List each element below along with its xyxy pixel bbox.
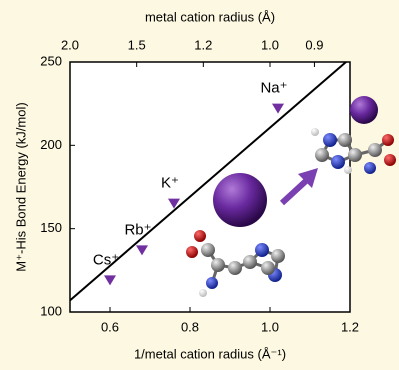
y-tick-label: 250 bbox=[40, 53, 62, 68]
x-tick-label: 1.2 bbox=[341, 319, 359, 334]
point-label: Cs⁺ bbox=[93, 251, 119, 268]
y-tick-label: 200 bbox=[40, 137, 62, 152]
point-label: Na⁺ bbox=[260, 80, 287, 97]
x-axis-label: 1/metal cation radius (Å⁻¹) bbox=[134, 346, 286, 361]
x-tick-label: 0.6 bbox=[101, 319, 119, 334]
point-label: K⁺ bbox=[161, 175, 179, 192]
x-tick-label: 1.0 bbox=[261, 319, 279, 334]
point-label: Rb⁺ bbox=[124, 221, 151, 238]
y-axis-label: M⁺-His Bond Energy (kJ/mol) bbox=[13, 102, 28, 271]
y-tick-label: 150 bbox=[40, 220, 62, 235]
x2-axis-label: metal cation radius (Å) bbox=[145, 9, 275, 24]
y-tick-label: 100 bbox=[40, 303, 62, 318]
x2-tick-label: 0.9 bbox=[305, 37, 323, 52]
x-tick-label: 0.8 bbox=[181, 319, 199, 334]
plot-area bbox=[70, 62, 350, 312]
x2-tick-label: 1.0 bbox=[261, 37, 279, 52]
x2-tick-label: 1.5 bbox=[128, 37, 146, 52]
x2-tick-label: 2.0 bbox=[61, 37, 79, 52]
chart: metal cation radius (Å) 1/metal cation r… bbox=[0, 0, 399, 370]
x2-tick-label: 1.2 bbox=[194, 37, 212, 52]
